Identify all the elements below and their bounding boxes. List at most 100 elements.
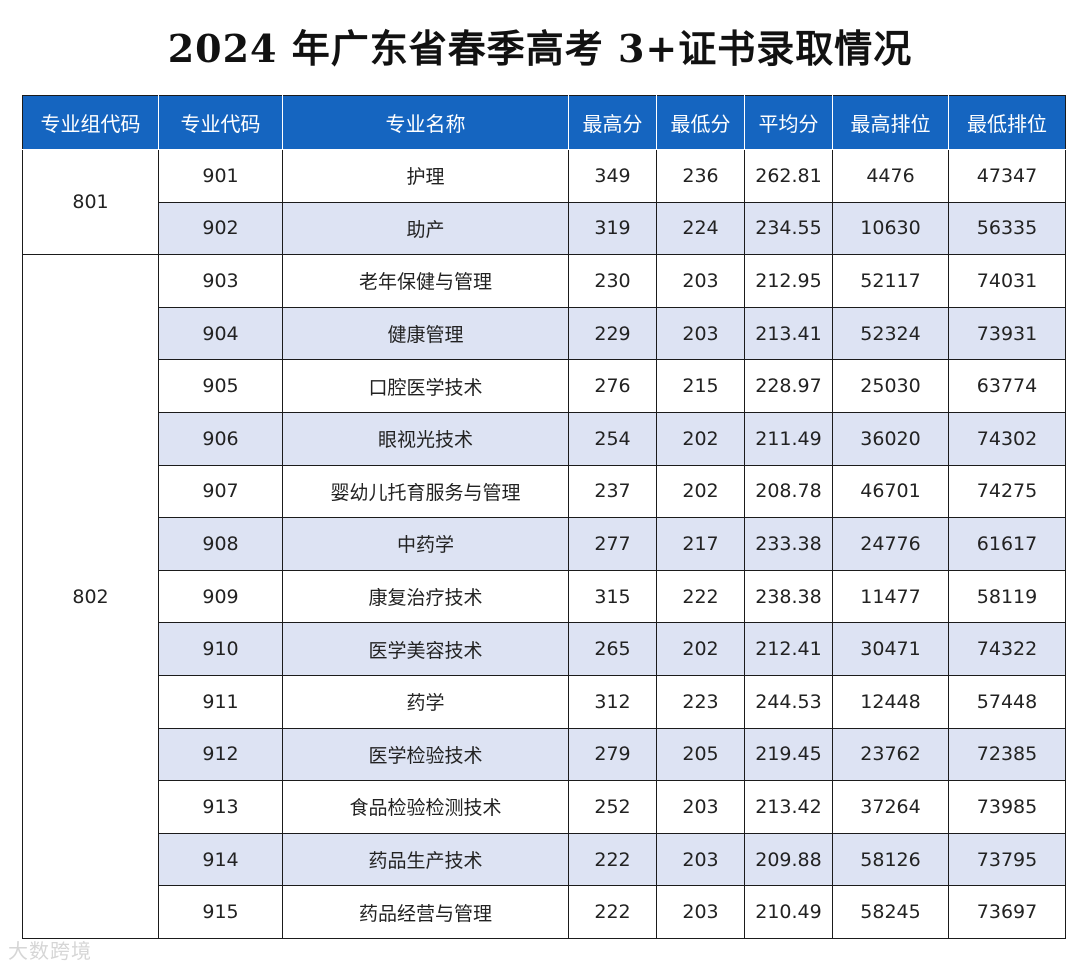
major-name-cell: 康复治疗技术	[282, 569, 569, 624]
best-rank-cell: 52117	[832, 254, 949, 308]
admission-table: 专业组代码 专业代码 专业名称 最高分 最低分 平均分 最高排位 最低排位 80…	[22, 95, 1066, 939]
avg-score-cell: 213.41	[744, 306, 833, 361]
min-score-cell: 224	[656, 201, 745, 256]
worst-rank-cell: 73931	[948, 306, 1066, 361]
best-rank-cell: 25030	[832, 359, 949, 413]
major-code-cell: 913	[158, 780, 283, 834]
avg-score-cell: 244.53	[744, 674, 833, 729]
major-name-cell: 眼视光技术	[282, 411, 569, 466]
avg-score-cell: 210.49	[744, 885, 833, 939]
header-major-code: 专业代码	[158, 95, 283, 150]
worst-rank-cell: 72385	[948, 727, 1066, 782]
table-row: 802 903 老年保健与管理 230 203 212.95 52117 74031	[22, 254, 1066, 939]
avg-score-cell: 233.38	[744, 517, 833, 571]
major-code-cell: 902	[158, 201, 283, 256]
avg-score-cell: 219.45	[744, 727, 833, 782]
min-score-cell: 203	[656, 306, 745, 361]
best-rank-cell: 23762	[832, 727, 949, 782]
header-row: 专业组代码 专业代码 专业名称 最高分 最低分 平均分 最高排位 最低排位	[22, 95, 1066, 150]
avg-score-cell: 211.49	[744, 411, 833, 466]
major-name-cell: 婴幼儿托育服务与管理	[282, 464, 569, 519]
max-score-cell: 349	[568, 149, 657, 203]
best-rank-cell: 58126	[832, 832, 949, 887]
min-score-cell: 236	[656, 149, 745, 203]
major-name-cell: 助产	[282, 201, 569, 256]
watermark: 大数跨境	[8, 939, 92, 963]
min-score-cell: 202	[656, 464, 745, 519]
major-code-cell: 914	[158, 832, 283, 887]
best-rank-cell: 4476	[832, 149, 949, 203]
worst-rank-cell: 58119	[948, 569, 1066, 624]
header-avg-score: 平均分	[744, 95, 833, 150]
best-rank-cell: 37264	[832, 780, 949, 834]
max-score-cell: 312	[568, 674, 657, 729]
worst-rank-cell: 74302	[948, 411, 1066, 466]
max-score-cell: 254	[568, 411, 657, 466]
table-row: 801 901 护理 349 236 262.81 4476 47347	[22, 148, 1066, 256]
max-score-cell: 230	[568, 254, 657, 308]
major-code-cell: 912	[158, 727, 283, 782]
header-min-score: 最低分	[656, 95, 745, 150]
major-code-cell: 906	[158, 411, 283, 466]
max-score-cell: 265	[568, 622, 657, 676]
avg-score-cell: 212.41	[744, 622, 833, 676]
major-code-cell: 910	[158, 622, 283, 676]
best-rank-cell: 11477	[832, 569, 949, 624]
best-rank-cell: 10630	[832, 201, 949, 256]
best-rank-cell: 46701	[832, 464, 949, 519]
max-score-cell: 222	[568, 885, 657, 939]
table-row: 911 药学 312 223 244.53 12448 57448	[23, 674, 1066, 729]
major-code-cell: 904	[158, 306, 283, 361]
table-body: 801 901 护理 349 236 262.81 4476 47347 902 助产 319 224…	[22, 148, 1066, 939]
major-code-cell: 915	[158, 885, 283, 939]
major-name-cell: 中药学	[282, 517, 569, 571]
page-title: 2024 年广东省春季高考 3+证书录取情况	[167, 26, 913, 71]
min-score-cell: 203	[656, 254, 745, 308]
worst-rank-cell: 73697	[948, 885, 1066, 939]
table-row: 908 中药学 277 217 233.38 24776 61617	[23, 517, 1066, 571]
worst-rank-cell: 61617	[948, 517, 1066, 571]
worst-rank-cell: 63774	[948, 359, 1066, 413]
worst-rank-cell: 74275	[948, 464, 1066, 519]
min-score-cell: 222	[656, 569, 745, 624]
max-score-cell: 277	[568, 517, 657, 571]
header-best-rank: 最高排位	[832, 95, 949, 150]
major-name-cell: 口腔医学技术	[282, 359, 569, 413]
min-score-cell: 203	[656, 885, 745, 939]
major-name-cell: 食品检验检测技术	[282, 780, 569, 834]
table-row: 906 眼视光技术 254 202 211.49 36020 74302	[23, 411, 1066, 466]
table-row: 904 健康管理 229 203 213.41 52324 73931	[23, 306, 1066, 361]
min-score-cell: 223	[656, 674, 745, 729]
min-score-cell: 203	[656, 780, 745, 834]
major-name-cell: 护理	[282, 149, 569, 203]
best-rank-cell: 24776	[832, 517, 949, 571]
major-code-cell: 908	[158, 517, 283, 571]
avg-score-cell: 234.55	[744, 201, 833, 256]
max-score-cell: 252	[568, 780, 657, 834]
min-score-cell: 202	[656, 622, 745, 676]
major-name-cell: 健康管理	[282, 306, 569, 361]
best-rank-cell: 36020	[832, 411, 949, 466]
major-code-cell: 911	[158, 674, 283, 729]
header-major-name: 专业名称	[282, 95, 569, 150]
max-score-cell: 279	[568, 727, 657, 782]
worst-rank-cell: 47347	[948, 149, 1066, 203]
min-score-cell: 215	[656, 359, 745, 413]
avg-score-cell: 238.38	[744, 569, 833, 624]
max-score-cell: 229	[568, 306, 657, 361]
header-group-code: 专业组代码	[22, 95, 159, 150]
major-name-cell: 医学检验技术	[282, 727, 569, 782]
table-row: 905 口腔医学技术 276 215 228.97 25030 63774	[23, 359, 1066, 413]
avg-score-cell: 213.42	[744, 780, 833, 834]
group-code-cell: 802	[22, 254, 159, 939]
best-rank-cell: 12448	[832, 674, 949, 729]
avg-score-cell: 209.88	[744, 832, 833, 887]
max-score-cell: 222	[568, 832, 657, 887]
major-code-cell: 903	[158, 254, 283, 308]
min-score-cell: 202	[656, 411, 745, 466]
major-name-cell: 老年保健与管理	[282, 254, 569, 308]
group-code-cell: 801	[22, 148, 159, 256]
min-score-cell: 205	[656, 727, 745, 782]
major-name-cell: 药品生产技术	[282, 832, 569, 887]
table-row: 912 医学检验技术 279 205 219.45 23762 72385	[23, 727, 1066, 782]
